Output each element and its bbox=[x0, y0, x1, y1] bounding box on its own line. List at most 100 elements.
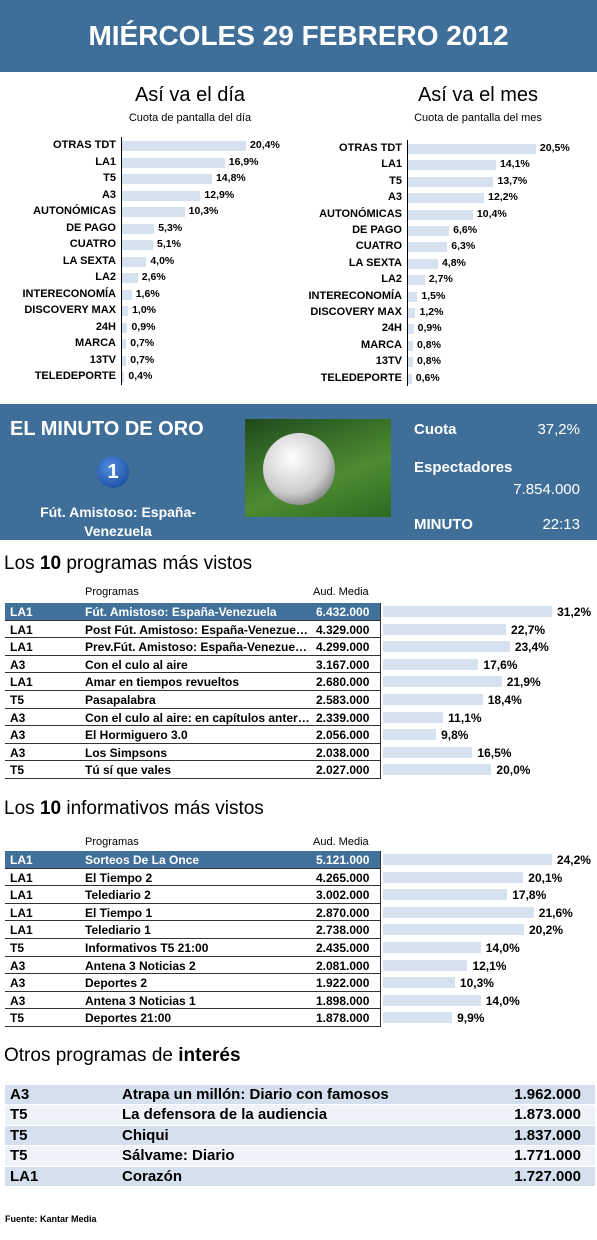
row-line bbox=[5, 920, 380, 922]
value-label: 22,7% bbox=[511, 622, 546, 637]
bar bbox=[122, 322, 128, 333]
title-text: Otros programas de bbox=[4, 1045, 173, 1066]
category-label: LA1 bbox=[95, 155, 116, 168]
channel: T5 bbox=[10, 763, 25, 778]
category-label: TELEDEPORTE bbox=[34, 370, 116, 382]
value-label: 10,3% bbox=[188, 205, 219, 217]
bar bbox=[383, 1012, 453, 1024]
channel: LA1 bbox=[10, 640, 33, 655]
category-label: LA1 bbox=[381, 158, 402, 171]
minute-value: 22:13 bbox=[542, 516, 580, 533]
column-header: Aud. Media bbox=[313, 836, 369, 848]
row-highlight bbox=[5, 851, 380, 869]
audience: 2.435.000 bbox=[316, 941, 370, 955]
golden-minute-title: EL MINUTO DE ORO bbox=[10, 418, 204, 440]
channel: LA1 bbox=[10, 870, 33, 885]
page-title: MIÉRCOLES 29 FEBRERO 2012 bbox=[88, 20, 509, 51]
bar bbox=[383, 711, 444, 723]
bar bbox=[122, 240, 153, 250]
audience: 1.771.000 bbox=[514, 1147, 581, 1165]
column-divider bbox=[380, 603, 381, 779]
bar bbox=[383, 676, 502, 688]
section-title: Los 10 programas más vistos bbox=[4, 553, 252, 575]
ball bbox=[263, 433, 335, 505]
section-title: Los 10 informativos más vistos bbox=[4, 798, 264, 820]
value-label: 14,1% bbox=[499, 158, 530, 171]
bar bbox=[408, 373, 412, 384]
bar bbox=[383, 906, 534, 918]
value-label: 5,3% bbox=[158, 221, 183, 234]
program: Chiqui bbox=[122, 1126, 169, 1144]
bar bbox=[383, 959, 468, 971]
row-line bbox=[5, 1026, 380, 1027]
value-label: 9,9% bbox=[457, 1011, 485, 1026]
program: El Hormiguero 3.0 bbox=[85, 728, 188, 743]
bar bbox=[383, 641, 510, 653]
value-label: 17,6% bbox=[483, 657, 518, 672]
bar bbox=[122, 157, 225, 168]
category-label: LA SEXTA bbox=[348, 256, 402, 269]
category-label: DE PAGO bbox=[352, 224, 402, 236]
bar bbox=[408, 193, 485, 204]
column-divider bbox=[380, 851, 381, 1027]
chart-title: Así va el día bbox=[134, 84, 246, 106]
audience: 5.121.000 bbox=[316, 853, 370, 867]
audience: 2.870.000 bbox=[316, 905, 370, 920]
golden-minute-program: Fút. Amistoso: España-Venezuela bbox=[40, 504, 196, 539]
bar bbox=[383, 871, 524, 883]
channel: LA1 bbox=[10, 905, 33, 920]
value-label: 6,3% bbox=[451, 240, 476, 253]
value-label: 20,5% bbox=[539, 142, 570, 154]
row-line bbox=[5, 885, 380, 887]
value-label: 6,6% bbox=[453, 224, 478, 236]
value-label: 4,0% bbox=[150, 254, 175, 267]
program: Telediario 1 bbox=[85, 923, 151, 938]
value-label: 9,8% bbox=[441, 728, 469, 743]
program: Antena 3 Noticias 1 bbox=[85, 993, 196, 1008]
bar bbox=[383, 994, 481, 1006]
program: El Tiempo 1 bbox=[85, 905, 153, 920]
category-label: CUATRO bbox=[355, 240, 402, 253]
row-background bbox=[5, 1146, 595, 1166]
viewers-label: Espectadores bbox=[414, 459, 513, 476]
bar bbox=[122, 190, 201, 201]
value-label: 10,3% bbox=[459, 976, 494, 991]
value-label: 0,9% bbox=[131, 320, 156, 333]
bar bbox=[408, 209, 473, 220]
category-label: AUTONÓMICAS bbox=[319, 207, 402, 220]
bar bbox=[122, 289, 132, 300]
program: Telediario 2 bbox=[85, 888, 151, 903]
bar bbox=[122, 355, 127, 366]
row-line bbox=[5, 672, 380, 674]
value-label: 12,9% bbox=[204, 188, 235, 201]
value-label: 20,4% bbox=[250, 139, 280, 151]
channel: A3 bbox=[10, 1086, 30, 1103]
row-line bbox=[5, 742, 380, 744]
program: Con el culo al aire bbox=[85, 657, 188, 672]
channel: T5 bbox=[10, 1106, 28, 1124]
value-label: 14,0% bbox=[485, 993, 520, 1008]
bar bbox=[408, 340, 413, 351]
photo bbox=[245, 419, 391, 517]
row-background bbox=[5, 1125, 595, 1146]
audience: 3.002.000 bbox=[316, 888, 370, 903]
value-label: 18,4% bbox=[487, 693, 522, 707]
bar bbox=[408, 144, 536, 154]
row-background bbox=[5, 1105, 595, 1125]
bar bbox=[383, 942, 481, 953]
value-label: 0,7% bbox=[130, 353, 155, 366]
bar bbox=[408, 291, 418, 302]
program: Antena 3 Noticias 2 bbox=[85, 958, 196, 973]
value-label: 21,6% bbox=[538, 905, 573, 920]
category-label: AUTONÓMICAS bbox=[33, 205, 116, 217]
axis-line bbox=[407, 140, 408, 386]
program: Deportes 21:00 bbox=[85, 1011, 172, 1026]
category-label: A3 bbox=[101, 188, 116, 201]
audience: 2.056.000 bbox=[316, 728, 370, 743]
column-header: Programas bbox=[85, 836, 139, 848]
row-line bbox=[5, 760, 380, 762]
chart-subtitle: Cuota de pantalla del día bbox=[128, 112, 252, 124]
audience: 4.265.000 bbox=[316, 870, 370, 885]
bar bbox=[383, 694, 483, 705]
category-label: MARCA bbox=[75, 337, 116, 349]
